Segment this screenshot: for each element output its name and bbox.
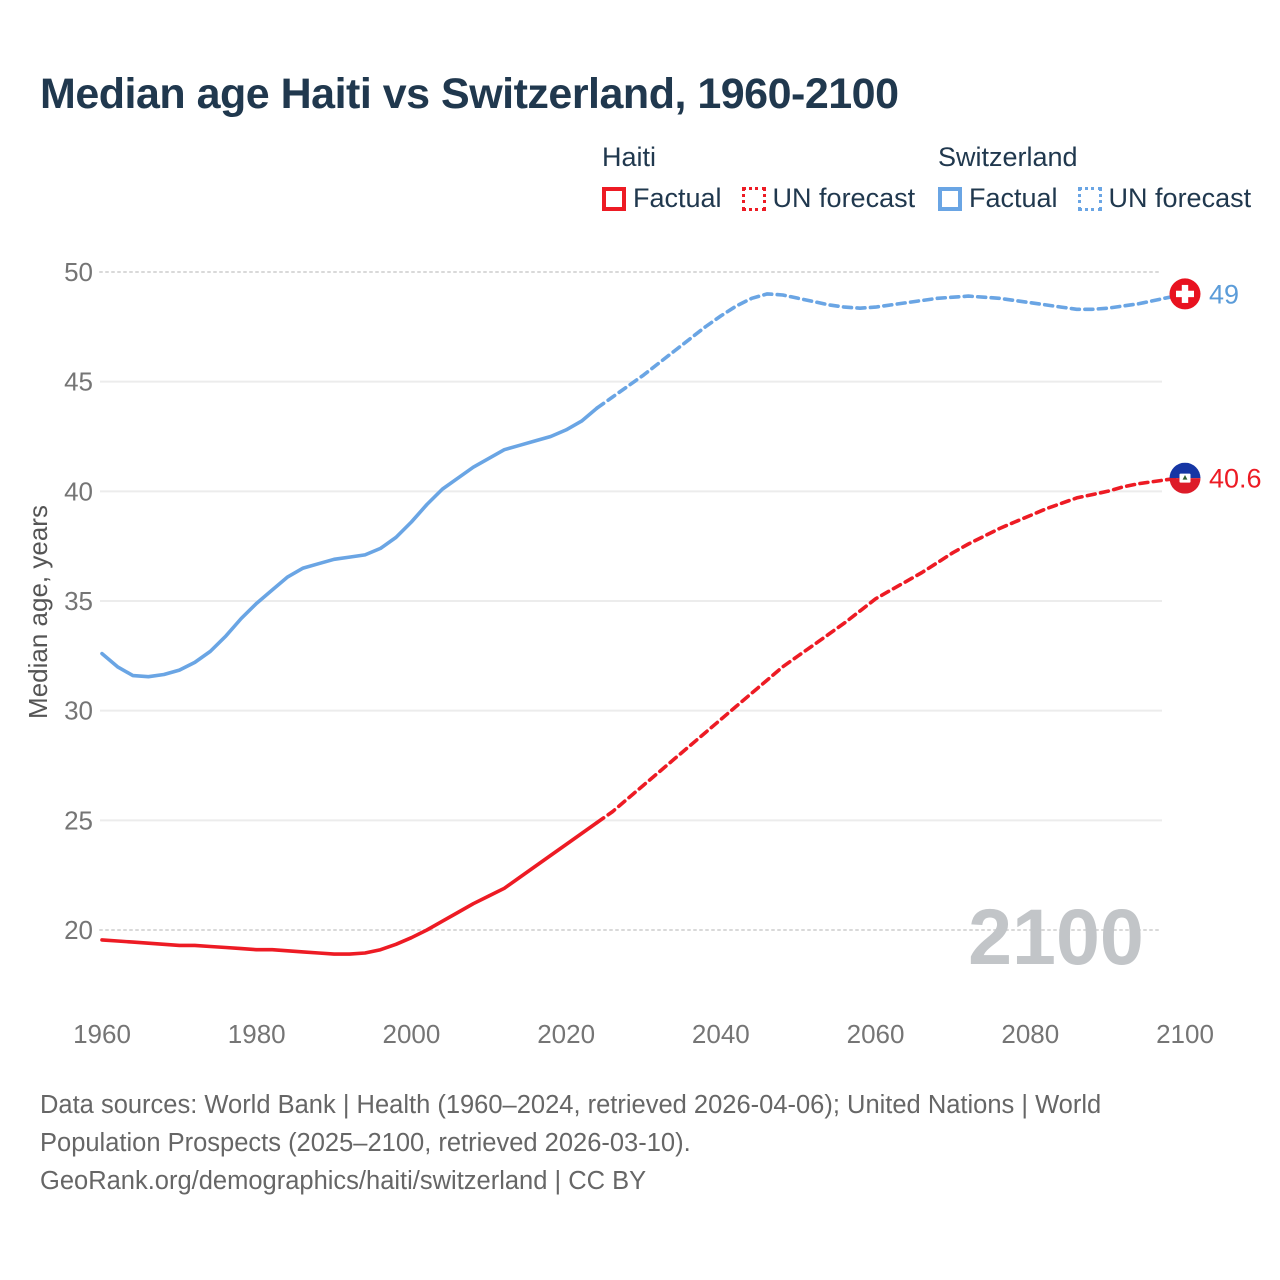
- y-tick-label-20: 20: [64, 915, 93, 945]
- x-tick-label-1980: 1980: [228, 1019, 286, 1049]
- legend: Haiti Factual UN forecast Switzerland Fa…: [0, 142, 1280, 222]
- x-tick-label-2040: 2040: [692, 1019, 750, 1049]
- x-tick-label-2080: 2080: [1001, 1019, 1059, 1049]
- legend-group-switzerland: Switzerland Factual UN forecast: [938, 142, 1251, 214]
- haiti-end-value-label: 40.6: [1209, 464, 1262, 494]
- switzerland-end-value-label: 49: [1209, 279, 1239, 309]
- switzerland-forecast-label: UN forecast: [1108, 183, 1252, 213]
- gridlines: [99, 271, 1163, 931]
- footer-line-sources-2: Population Prospects (2025–2100, retriev…: [40, 1129, 691, 1157]
- y-tick-label-50: 50: [64, 257, 93, 287]
- haiti-flag-bottom: [1169, 478, 1201, 494]
- swiss-cross-v: [1181, 284, 1189, 303]
- haiti-factual-line: [100, 820, 599, 956]
- haiti-factual-label: Factual: [633, 183, 722, 213]
- legend-item-switzerland-factual: Factual: [938, 183, 1058, 214]
- axis-labels: 20 25 30 35 40 45 50 1960 1980 2000 2020 2040 2060 20…: [64, 257, 1214, 1049]
- haiti-factual-swatch-icon: [602, 186, 626, 211]
- legend-group-haiti-label: Haiti: [602, 142, 657, 172]
- page-title: Median age Haiti vs Switzerland, 1960-21…: [40, 70, 899, 118]
- haiti-flag-marker-icon: [1169, 462, 1201, 494]
- y-tick-label-30: 30: [64, 696, 93, 726]
- legend-item-haiti-forecast: UN forecast: [741, 183, 916, 214]
- series-lines: [100, 292, 1187, 956]
- switzerland-flag-marker-icon: [1169, 278, 1201, 310]
- x-tick-label-2000: 2000: [383, 1019, 441, 1049]
- haiti-un-forecast-line: [595, 476, 1187, 825]
- legend-item-haiti-factual: Factual: [602, 183, 722, 214]
- switzerland-factual-line: [100, 406, 599, 679]
- y-tick-label-25: 25: [64, 805, 93, 835]
- y-tick-label-40: 40: [64, 476, 93, 506]
- switzerland-forecast-swatch-icon: [1077, 186, 1102, 211]
- haiti-forecast-label: UN forecast: [772, 183, 916, 213]
- switzerland-factual-label: Factual: [969, 183, 1058, 213]
- x-tick-label-2060: 2060: [847, 1019, 905, 1049]
- x-tick-label-2100: 2100: [1156, 1019, 1214, 1049]
- footer-line-sources-1: Data sources: World Bank | Health (1960–…: [40, 1091, 1102, 1119]
- switzerland-factual-swatch-icon: [938, 186, 962, 211]
- legend-group-switzerland-label: Switzerland: [938, 142, 1078, 172]
- y-tick-label-35: 35: [64, 586, 93, 616]
- x-tick-label-1960: 1960: [73, 1019, 131, 1049]
- haiti-emblem-palm: [1182, 474, 1188, 480]
- y-axis-title: Median age, years: [23, 505, 53, 719]
- footer-attribution: Data sources: World Bank | Health (1960–…: [40, 1086, 1101, 1200]
- haiti-flag-top: [1169, 462, 1201, 479]
- end-markers: 49 40.6: [1169, 278, 1262, 494]
- switzerland-un-forecast-line: [595, 292, 1187, 410]
- year-watermark: 2100: [968, 892, 1144, 981]
- x-tick-label-2020: 2020: [537, 1019, 595, 1049]
- haiti-forecast-swatch-icon: [741, 186, 766, 211]
- legend-group-haiti: Haiti Factual UN forecast: [602, 142, 915, 214]
- legend-item-switzerland-forecast: UN forecast: [1077, 183, 1252, 214]
- footer-line-georank-url: GeoRank.org/demographics/haiti/switzerla…: [40, 1167, 647, 1195]
- y-tick-label-45: 45: [64, 367, 93, 397]
